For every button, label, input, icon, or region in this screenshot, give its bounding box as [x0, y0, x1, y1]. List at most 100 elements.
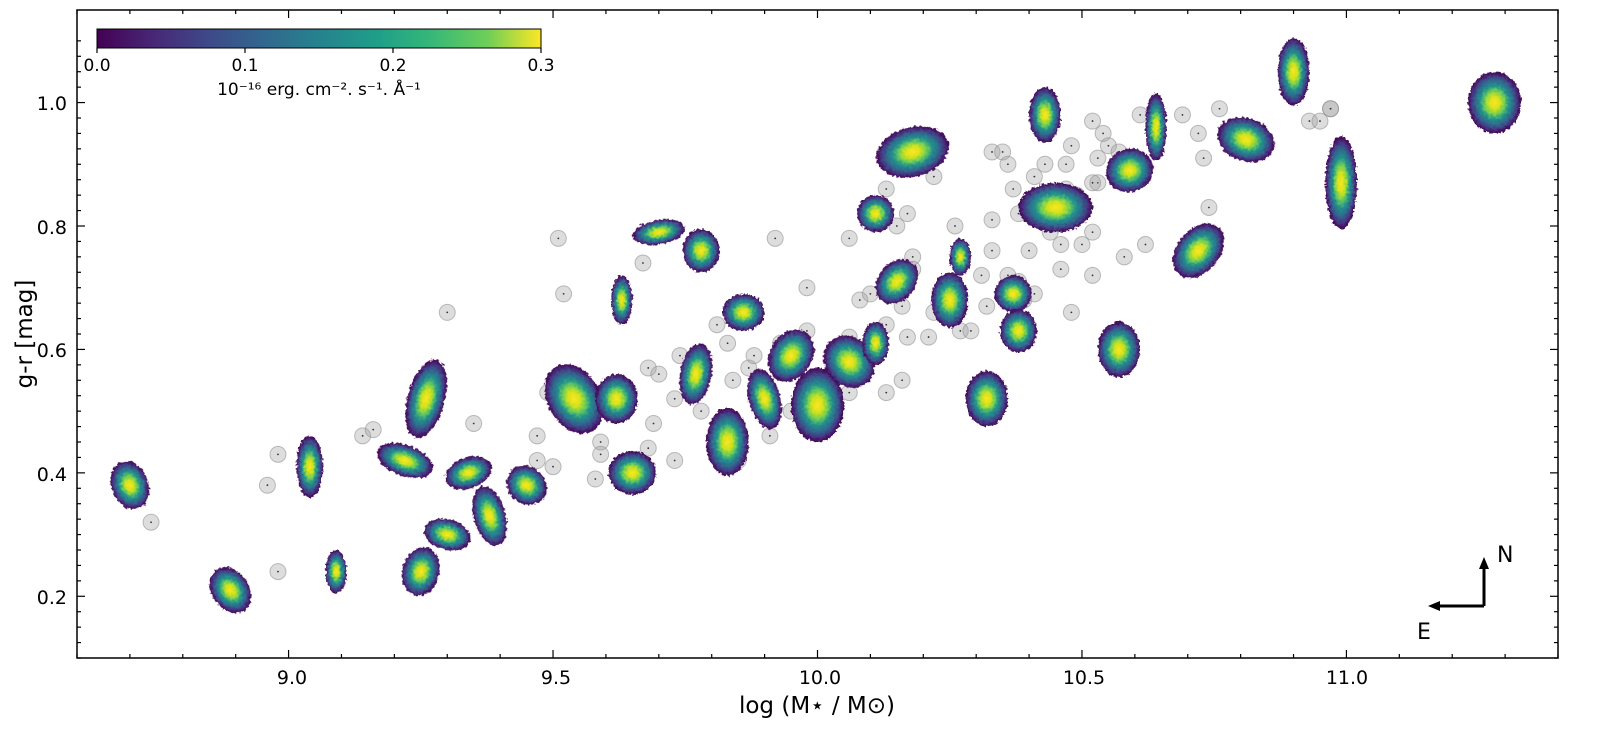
comparison-point	[1322, 100, 1340, 118]
comparison-point	[528, 452, 546, 470]
comparison-point	[364, 421, 382, 439]
comparison-point	[983, 211, 1001, 229]
comparison-point	[438, 303, 456, 321]
galaxy-map	[110, 461, 150, 510]
galaxy-map	[999, 309, 1038, 353]
galaxy-map	[377, 442, 433, 479]
comparison-point	[766, 229, 784, 247]
compass-north-arrowhead	[1479, 557, 1489, 569]
comparison-point	[1025, 168, 1043, 186]
comparison-point	[1062, 303, 1080, 321]
comparison-point	[745, 347, 763, 365]
galaxy-map	[706, 408, 749, 476]
galaxy-map	[965, 371, 1008, 427]
comparison-point	[1311, 112, 1329, 130]
y-axis-label: g-r [mag]	[12, 280, 38, 389]
compass-east-label: E	[1417, 620, 1431, 645]
galaxy-map	[1468, 71, 1521, 134]
x-axis-label: log (M⋆ / M⊙)	[739, 693, 895, 719]
galaxy-map	[1106, 148, 1154, 193]
compass-east-arrowhead	[1428, 601, 1440, 611]
comparison-point	[1036, 155, 1054, 173]
comparison-point	[898, 328, 916, 346]
x-tick-label: 10.0	[799, 667, 841, 689]
comparison-point	[142, 513, 160, 531]
comparison-point	[893, 371, 911, 389]
galaxy-map	[632, 219, 685, 246]
galaxy-map	[876, 126, 950, 178]
comparison-point	[972, 266, 990, 284]
y-tick-label: 0.4	[37, 464, 67, 486]
galaxy-map	[791, 367, 844, 442]
y-tick-labels: 0.2 0.4 0.6 0.8 1.0	[37, 93, 67, 609]
colorbar: 0.0 0.1 0.2 0.3 10⁻¹⁶ erg. cm⁻². s⁻¹. Å⁻…	[83, 28, 555, 100]
comparison-point	[592, 433, 610, 451]
comparison-circles	[142, 100, 1340, 581]
galaxy-maps	[110, 37, 1521, 613]
comparison-point	[798, 279, 816, 297]
colorbar-tick-label: 0.2	[379, 56, 406, 76]
galaxy-map	[768, 329, 815, 382]
comparison-point	[1195, 149, 1213, 167]
comparison-point	[1084, 112, 1102, 130]
galaxy-map	[862, 321, 889, 365]
galaxy-map	[472, 485, 507, 547]
comparison-point	[555, 285, 573, 303]
galaxy-map	[506, 465, 547, 505]
galaxy-map	[1029, 87, 1061, 143]
comparison-point	[1189, 124, 1207, 142]
comparison-point	[978, 297, 996, 315]
axis-ticks	[76, 10, 1559, 659]
comparison-point	[634, 254, 652, 272]
comparison-point	[544, 458, 562, 476]
galaxy-map	[931, 272, 969, 328]
galaxy-map	[1325, 136, 1358, 230]
comparison-point	[639, 439, 657, 457]
comparison-point	[1084, 223, 1102, 241]
y-tick-label: 0.2	[37, 587, 67, 609]
comparison-point	[639, 359, 657, 377]
galaxy-map	[1145, 93, 1167, 162]
comparison-point	[1173, 106, 1191, 124]
colorbar-label: 10⁻¹⁶ erg. cm⁻². s⁻¹. Å⁻¹	[217, 78, 421, 100]
galaxy-map	[823, 335, 875, 388]
x-tick-label: 10.5	[1063, 667, 1105, 689]
comparison-point	[1115, 248, 1133, 266]
comparison-point	[962, 322, 980, 340]
compass-north-label: N	[1497, 543, 1513, 568]
comparison-point	[1089, 149, 1107, 167]
colorbar-tick-label: 0.0	[83, 56, 110, 76]
comparison-point	[1084, 174, 1102, 192]
galaxy-map	[423, 518, 471, 551]
x-tick-label: 11.0	[1326, 667, 1368, 689]
comparison-point	[1004, 180, 1022, 198]
galaxy-map	[611, 275, 633, 325]
galaxy-map	[296, 435, 323, 498]
comparison-point	[465, 414, 483, 432]
galaxy-map	[857, 195, 895, 233]
comparison-point	[666, 390, 684, 408]
galaxy-map	[747, 368, 782, 429]
comparison-point	[851, 291, 869, 309]
galaxy-map	[544, 364, 604, 434]
comparison-point	[1200, 198, 1218, 216]
galaxy-map	[679, 343, 713, 405]
comparison-point	[1084, 266, 1102, 284]
comparison-point	[586, 470, 604, 488]
galaxy-map	[1217, 116, 1275, 163]
comparison-point	[719, 334, 737, 352]
comparison-point	[1099, 137, 1117, 155]
x-tick-labels: 9.0 9.5 10.0 10.5 11.0	[277, 667, 1368, 689]
comparison-point	[650, 365, 668, 383]
galaxy-map	[209, 567, 252, 613]
comparison-point	[708, 316, 726, 334]
galaxy-map	[1172, 223, 1224, 278]
comparison-point	[1057, 155, 1075, 173]
comparison-point	[258, 476, 276, 494]
galaxy-map	[595, 374, 638, 424]
galaxy-map	[1018, 182, 1093, 233]
galaxy-map	[949, 238, 971, 276]
y-tick-label: 1.0	[37, 93, 67, 115]
comparison-point	[946, 217, 964, 235]
